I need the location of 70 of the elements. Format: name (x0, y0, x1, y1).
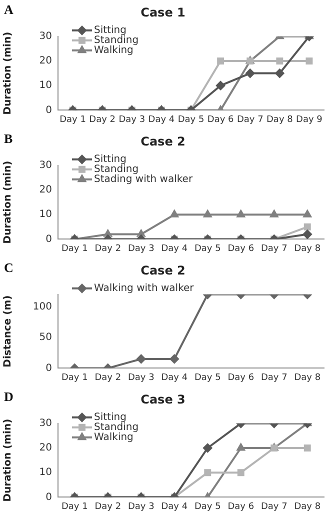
legend-label: Standing (94, 164, 139, 175)
y-tick-label: 0 (46, 104, 52, 116)
x-tick-label: Day 5 (194, 244, 221, 254)
legend-label: Walking with walker (94, 282, 195, 294)
x-tick-label: Day 7 (260, 502, 288, 512)
legend-label: Standing (94, 34, 139, 46)
x-tick-label: Day 8 (294, 372, 321, 383)
y-tick-label: 10 (39, 80, 52, 92)
legend-label: Sitting (94, 154, 126, 165)
x-tick-label: Day 4 (148, 114, 175, 125)
y-axis-title: Duration (min) (2, 418, 14, 502)
x-tick-label: Day 3 (128, 372, 154, 383)
y-tick-label: 0 (46, 362, 52, 374)
x-tick-label: Day 6 (207, 114, 234, 125)
x-tick-label: Day 2 (94, 372, 122, 383)
x-tick-label: Day 4 (161, 372, 188, 383)
legend-label: Walking (94, 44, 134, 56)
legend-label: Standing (94, 422, 139, 433)
y-axis-title: Duration (min) (2, 32, 14, 115)
x-tick-label: Day 5 (178, 114, 204, 125)
x-tick-label: Day 8 (294, 244, 321, 254)
x-tick-label: Day 3 (118, 114, 146, 125)
x-tick-label: Day 7 (260, 244, 288, 254)
y-tick-label: 0 (46, 492, 52, 503)
x-tick-label: Day 1 (61, 244, 88, 254)
y-axis-title: Distance (m) (2, 295, 14, 368)
y-tick-label: 20 (39, 442, 52, 454)
y-tick-label: 10 (39, 209, 52, 220)
y-tick-label: 10 (39, 467, 52, 478)
x-tick-label: Day 8 (266, 114, 294, 125)
x-tick-label: Day 1 (61, 502, 88, 512)
x-tick-label: Day 6 (228, 372, 254, 383)
x-tick-label: Day 3 (128, 244, 154, 254)
legend-label: Sitting (94, 24, 126, 36)
chart-title: Case 2 (140, 134, 186, 148)
x-tick-label: Day 1 (61, 372, 88, 383)
y-tick-label: 30 (39, 160, 52, 171)
y-tick-label: 50 (39, 332, 52, 344)
y-tick-label: 30 (39, 30, 52, 42)
x-tick-label: Day 9 (296, 114, 323, 125)
text: C (4, 260, 14, 275)
x-tick-label: Day 5 (194, 502, 221, 512)
x-tick-label: Day 6 (228, 502, 254, 512)
y-axis-title: Duration (min) (2, 160, 14, 244)
y-tick-label: 100 (32, 301, 52, 312)
x-tick-label: Day 4 (161, 502, 188, 512)
legend-label: Walking (94, 432, 134, 443)
x-tick-label: Day 4 (161, 244, 188, 254)
x-tick-label: Day 2 (94, 244, 122, 254)
y-tick-label: 30 (39, 418, 52, 429)
x-tick-label: Day 1 (60, 114, 86, 125)
legend-label: Stading with walker (94, 174, 194, 185)
y-tick-label: 20 (39, 56, 52, 67)
chart-title: Case 2 (140, 263, 186, 278)
x-tick-label: Day 5 (194, 372, 221, 383)
text: A (4, 2, 14, 17)
text: D (4, 388, 14, 404)
chart-title: Case 3 (140, 392, 186, 406)
chart-title: Case 1 (140, 5, 186, 20)
y-tick-label: 0 (46, 234, 52, 245)
legend-label: Sitting (94, 412, 126, 423)
x-tick-label: Day 8 (294, 502, 321, 512)
x-tick-label: Day 2 (89, 114, 116, 125)
x-tick-label: Day 7 (260, 372, 288, 383)
x-tick-label: Day 3 (128, 502, 154, 512)
x-tick-label: Day 7 (236, 114, 264, 125)
text: B (4, 130, 13, 146)
x-tick-label: Day 6 (228, 244, 254, 254)
x-tick-label: Day 2 (94, 502, 122, 512)
y-tick-label: 20 (39, 184, 52, 196)
